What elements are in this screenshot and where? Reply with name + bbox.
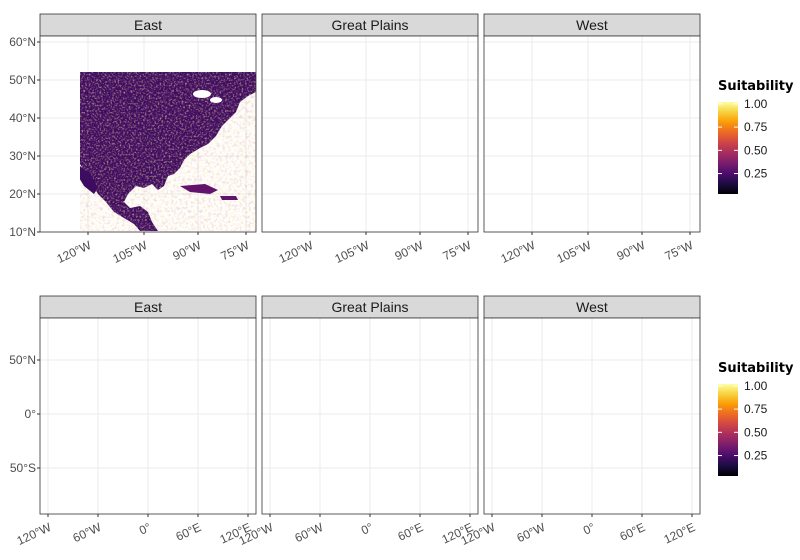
y-tick-label: 50°N [9, 73, 36, 87]
y-tick-label: 50°N [9, 353, 36, 367]
strip-label: West [576, 299, 608, 315]
x-tick-label: 75°W [219, 238, 252, 263]
x-tick-label: 90°W [171, 238, 204, 263]
x-axis: 120°W 105°W 90°W 75°W [499, 232, 696, 266]
x-tick-label: 105°W [111, 238, 150, 266]
x-axis: 120°W 105°W 90°W 75°W [55, 232, 252, 266]
legend-label: 0.75 [744, 120, 768, 134]
x-tick-label: 0° [581, 520, 597, 538]
x-tick-label: 60°E [174, 520, 204, 544]
panel-great-plains: Great Plains 120°W 105°W 90°W 75°W [261, 13, 479, 266]
gridlines [484, 318, 700, 514]
x-tick-label: 60°W [71, 520, 104, 545]
strip-label: Great Plains [331, 299, 408, 315]
y-tick-label: 0° [25, 407, 37, 421]
x-axis: 120°W 60°W 0° 60°E 120°E [459, 514, 698, 548]
legend-label: 1.00 [744, 379, 768, 393]
x-tick-label: 0° [359, 520, 375, 538]
gridlines [40, 318, 256, 514]
y-tick-label: 50°S [10, 461, 36, 475]
panel-west: West 120°W 105°W 90°W 75°W [483, 13, 701, 266]
legend-label: 0.25 [744, 449, 768, 463]
y-tick-label: 60°N [9, 35, 36, 49]
x-axis: 120°W 60°W 0° 60°E 120°E [237, 514, 475, 548]
x-tick-label: 75°W [441, 238, 474, 263]
y-tick-label: 10°N [9, 225, 36, 239]
y-axis: 60°N 50°N 40°N 30°N 20°N 10°N [9, 35, 40, 239]
legend-colorbar [718, 102, 738, 194]
legend-label: 0.25 [744, 167, 768, 181]
legend: Suitability 1.00 0.75 0.50 0.25 [718, 361, 794, 476]
panel-border [261, 35, 479, 233]
x-tick-label: 120°W [277, 238, 316, 266]
strip-label: West [576, 17, 608, 33]
strip-label: East [134, 299, 162, 315]
x-tick-label: 60°E [618, 520, 648, 544]
plot-background [262, 36, 478, 232]
x-tick-label: 105°W [555, 238, 594, 266]
x-tick-label: 105°W [333, 238, 372, 266]
x-axis: 120°W 105°W 90°W 75°W [277, 232, 474, 266]
x-tick-label: 60°W [293, 520, 326, 545]
x-tick-label: 120°W [55, 238, 94, 266]
x-tick-label: 120°E [662, 520, 698, 547]
x-tick-label: 0° [137, 520, 153, 538]
legend: Suitability 1.00 0.75 0.50 0.25 [718, 79, 794, 194]
x-tick-label: 60°E [396, 520, 426, 544]
legend-title: Suitability [718, 79, 794, 94]
suitability-raster [80, 72, 256, 231]
y-tick-label: 20°N [9, 187, 36, 201]
legend-colorbar [718, 384, 738, 476]
y-tick-label: 30°N [9, 149, 36, 163]
x-tick-label: 90°W [615, 238, 648, 263]
x-axis: 120°W 60°W 0° 60°E 120°E [15, 514, 253, 548]
y-axis: 50°N 0° 50°S [9, 353, 40, 475]
gridlines [262, 318, 478, 514]
gridlines [262, 36, 478, 233]
x-tick-label: 75°W [663, 238, 696, 263]
legend-title: Suitability [718, 361, 794, 376]
legend-label: 0.50 [744, 143, 768, 157]
panel-east: East 120°W 105°W 90°W 75°W [39, 13, 257, 266]
legend-label: 0.50 [744, 425, 768, 439]
legend-label: 0.75 [744, 402, 768, 416]
strip-label: Great Plains [331, 17, 408, 33]
x-tick-label: 60°W [515, 520, 548, 545]
x-tick-label: 120°W [499, 238, 538, 266]
x-tick-label: 120°W [15, 520, 54, 548]
y-tick-label: 40°N [9, 111, 36, 125]
plot-background [484, 36, 700, 232]
panel-border [483, 35, 701, 233]
strip-label: East [134, 17, 162, 33]
x-tick-label: 90°W [393, 238, 426, 263]
panel-border [39, 35, 257, 233]
legend-label: 1.00 [744, 97, 768, 111]
